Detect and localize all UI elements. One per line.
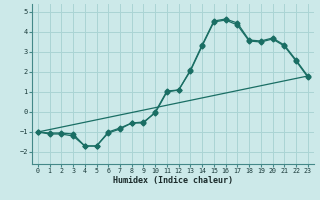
X-axis label: Humidex (Indice chaleur): Humidex (Indice chaleur) xyxy=(113,176,233,185)
